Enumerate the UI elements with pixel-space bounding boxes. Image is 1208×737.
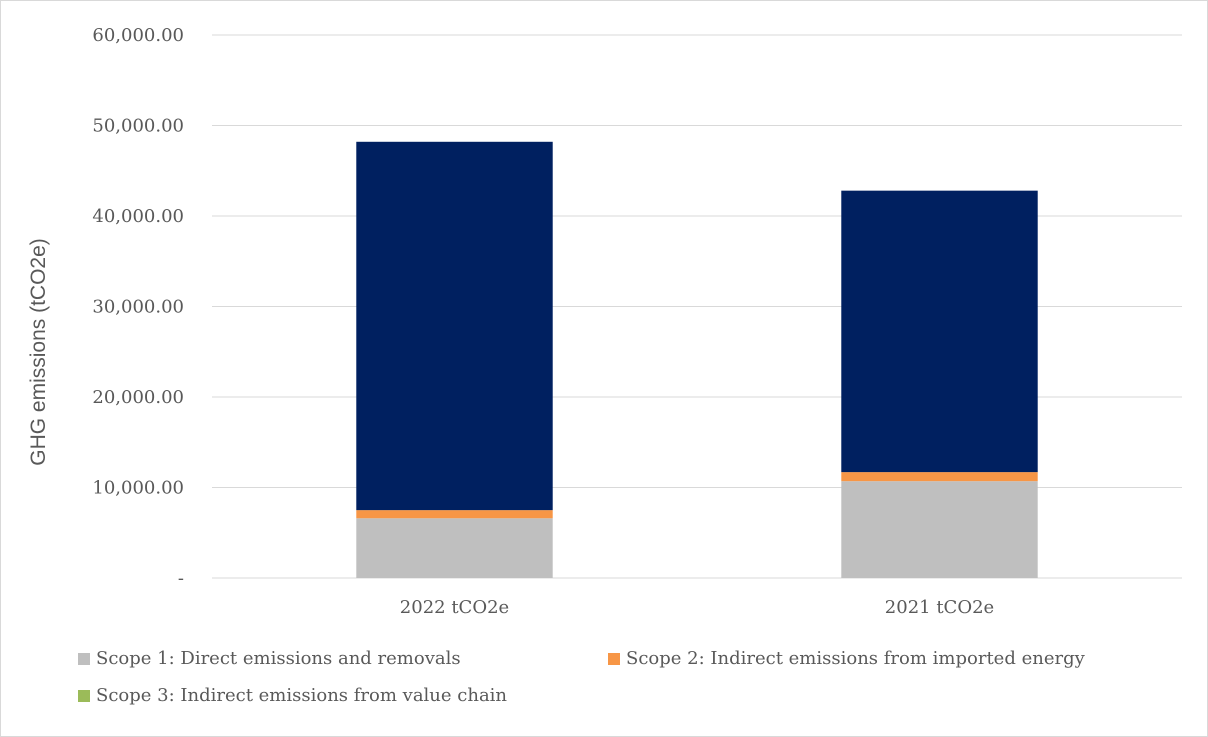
- legend: Scope 1: Direct emissions and removals Sc…: [78, 648, 1178, 728]
- y-tick-label: 40,000.00: [92, 206, 184, 227]
- y-axis-title: GHG emissions (tCO2e): [27, 238, 50, 466]
- bar-segment: [356, 141, 553, 511]
- y-tick-label: 10,000.00: [92, 478, 184, 499]
- x-tick-label: 2022 tCO2e: [400, 597, 509, 618]
- bar-segment: [356, 510, 553, 519]
- legend-swatch: [78, 652, 90, 665]
- legend-item: Scope 3: Indirect emissions from value c…: [78, 685, 507, 706]
- legend-label: Scope 2: Indirect emissions from importe…: [626, 648, 1085, 669]
- bar-segment: [841, 190, 1038, 473]
- bars: [356, 141, 1038, 578]
- x-tick-label: 2021 tCO2e: [885, 597, 994, 618]
- y-tick-label: 20,000.00: [92, 387, 184, 408]
- bar-segment: [841, 481, 1038, 578]
- x-axis-ticks: 2022 tCO2e 2021 tCO2e: [400, 597, 994, 618]
- y-tick-label: 60,000.00: [92, 25, 184, 46]
- y-tick-label: 30,000.00: [92, 297, 184, 318]
- bar-segment: [841, 472, 1038, 482]
- y-tick-label: -: [178, 568, 184, 589]
- y-tick-label: 50,000.00: [92, 116, 184, 137]
- bar-segment: [356, 518, 553, 578]
- legend-item: Scope 1: Direct emissions and removals: [78, 648, 461, 669]
- legend-swatch: [608, 652, 620, 665]
- legend-item: Scope 2: Indirect emissions from importe…: [608, 648, 1085, 669]
- legend-label: Scope 3: Indirect emissions from value c…: [96, 685, 508, 706]
- legend-label: Scope 1: Direct emissions and removals: [96, 648, 461, 669]
- legend-swatch: [78, 689, 90, 702]
- y-axis-ticks: - 10,000.00 20,000.00 30,000.00 40,000.00 50,…: [92, 25, 184, 589]
